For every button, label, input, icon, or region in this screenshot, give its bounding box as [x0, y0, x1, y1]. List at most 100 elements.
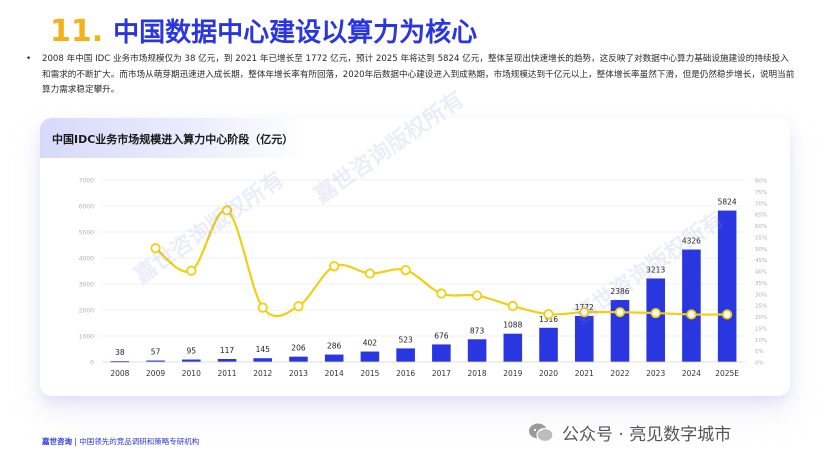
y-left-tick-label: 3000	[79, 282, 94, 289]
growth-point	[400, 264, 411, 276]
growth-point	[686, 309, 697, 320]
bar-data-label: 206	[291, 344, 306, 353]
y-right-tick-label: 70%	[755, 201, 767, 207]
growth-point	[436, 288, 447, 299]
bullet-icon: •	[26, 54, 32, 64]
chart-panel: 中国IDC业务市场规模进入算力中心阶段（亿元） 0 1000 2000 3000 400…	[40, 118, 790, 396]
growth-point	[471, 290, 483, 301]
growth-point	[329, 261, 340, 272]
y-left-tick-label: 4000	[79, 256, 94, 263]
bar-data-label: 286	[327, 342, 342, 351]
growth-point	[579, 307, 590, 318]
growth-point	[364, 268, 376, 279]
growth-line	[154, 209, 728, 318]
x-tick-label: 2016	[396, 369, 415, 378]
bar	[432, 344, 451, 362]
growth-point	[650, 307, 661, 319]
growth-point	[722, 309, 733, 320]
x-tick-label: 2018	[468, 369, 487, 378]
bar-data-label: 523	[398, 335, 413, 344]
x-tick-label: 2021	[575, 369, 594, 378]
bar	[146, 360, 165, 363]
chart-svg: 0 1000 2000 3000 4000 5000 6000 7000 0% 5% 10% 15% 2…	[79, 178, 768, 379]
bar	[646, 278, 665, 362]
bar	[610, 299, 630, 362]
page-title: 中国数据中心建设以算力为核心	[113, 18, 478, 48]
y-right-tick-label: 10%	[755, 338, 767, 344]
bar	[396, 348, 415, 362]
y-right-tick-label: 25%	[755, 304, 767, 310]
x-tick-label: 2022	[610, 369, 629, 378]
y-right-tick-label: 40%	[755, 270, 767, 276]
bar-data-label: 3213	[646, 265, 665, 274]
x-tick-label: 2023	[646, 369, 665, 378]
x-tick-label: 2010	[182, 369, 201, 378]
bar	[682, 249, 701, 362]
x-tick-label: 2014	[325, 369, 344, 378]
growth-point	[293, 301, 304, 312]
bar	[182, 359, 201, 362]
badge-text: 公众号 · 亮见数字城市	[562, 425, 732, 445]
x-tick-label: 2008	[110, 369, 129, 378]
growth-point	[221, 205, 233, 216]
growth-point	[614, 307, 626, 318]
bar-data-label: 117	[220, 346, 235, 355]
growth-point	[150, 243, 161, 254]
y-right-tick-label: 60%	[755, 224, 767, 230]
x-tick-label: 2012	[253, 369, 272, 378]
x-tick-label: 2011	[217, 369, 236, 378]
y-left-tick-label: 5000	[79, 230, 94, 237]
bar-data-label: 95	[187, 347, 197, 356]
bar-data-label: 676	[434, 331, 449, 340]
x-tick-label: 2015	[360, 369, 379, 378]
bar	[253, 358, 273, 362]
bar	[717, 210, 737, 362]
footer-separator: |	[74, 437, 77, 446]
y-right-tick-label: 50%	[755, 247, 767, 253]
x-tick-label: 2017	[432, 369, 451, 378]
growth-point	[507, 300, 518, 312]
bar-data-label: 145	[256, 345, 271, 354]
y-left-tick-label: 7000	[79, 178, 94, 185]
y-left-tick-label: 2000	[79, 308, 94, 315]
y-right-tick-label: 75%	[755, 190, 767, 196]
x-tick-label: 2009	[146, 369, 165, 378]
bar	[539, 327, 558, 362]
y-right-tick-label: 5%	[755, 349, 764, 355]
y-right-tick-label: 30%	[755, 292, 767, 298]
bar-data-label: 4326	[682, 237, 701, 246]
chart-title: 中国IDC业务市场规模进入算力中心阶段（亿元）	[52, 133, 294, 146]
bar-data-label: 402	[363, 339, 378, 348]
y-right-tick-label: 35%	[755, 281, 767, 287]
wechat-badge: 公众号 · 亮见数字城市	[528, 420, 731, 445]
y-right-tick-label: 45%	[755, 258, 767, 264]
y-right-tick-label: 20%	[755, 315, 767, 321]
y-left-tick-label: 1000	[79, 334, 94, 341]
growth-point	[257, 302, 268, 313]
x-tick-label: 2020	[539, 369, 558, 378]
bar	[574, 315, 594, 362]
bar-data-label: 873	[470, 326, 485, 335]
bar-data-label: 1088	[503, 321, 522, 330]
intro-text: 2008 年中国 IDC 业务市场规模仅为 38 亿元，到 2021 年已增长至…	[42, 54, 795, 95]
growth-point	[543, 309, 554, 320]
bar	[324, 354, 344, 362]
y-right-tick-label: 65%	[755, 213, 767, 219]
bar	[289, 356, 308, 362]
y-left-tick-label: 6000	[79, 204, 94, 211]
y-left-tick-label: 0	[90, 360, 94, 367]
y-right-tick-label: 15%	[755, 326, 767, 332]
y-right-tick-label: 80%	[755, 179, 767, 185]
section-number: 11.	[50, 14, 104, 49]
bar-data-label: 5824	[718, 198, 737, 207]
bar-data-label: 57	[151, 348, 161, 357]
bar	[217, 358, 237, 362]
bar	[503, 333, 523, 362]
growth-point	[186, 265, 197, 276]
footer-brand: 嘉世咨询	[42, 437, 72, 446]
page-header: 11. 中国数据中心建设以算力为核心	[50, 12, 477, 49]
wechat-icon	[529, 423, 554, 442]
x-tick-label: 2019	[503, 369, 522, 378]
x-tick-label: 2025E	[715, 369, 739, 378]
bar-data-label: 2386	[610, 287, 629, 296]
